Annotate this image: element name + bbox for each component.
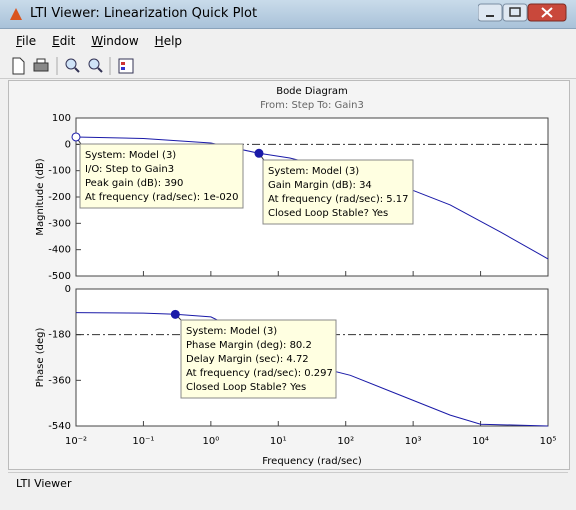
y-tick-label: -500 (48, 271, 71, 282)
y-axis-label: Magnitude (dB) (35, 158, 46, 235)
data-tip: System: Model (3) I/O: Step to Gain3 Peak … (79, 143, 244, 209)
line-series (75, 136, 549, 260)
toolbar-icons[interactable] (0, 54, 150, 78)
x-tick-label: 10⁴ (472, 436, 489, 447)
x-tick-label: 10⁻¹ (132, 436, 154, 447)
tip-text: Peak gain (dB): 390 (85, 178, 183, 189)
data-tip: System: Model (3) Phase Margin (deg): 80.… (180, 319, 337, 399)
chart-title: Bode Diagram (276, 86, 348, 97)
data-tip: System: Model (3) Gain Margin (dB): 34 At … (262, 159, 414, 225)
y-tick-label: 0 (65, 139, 71, 150)
tip-text: System: Model (3) (85, 150, 176, 161)
tip-marker (170, 309, 180, 319)
tip-box (79, 143, 244, 209)
x-tick-label: 10⁵ (540, 436, 557, 447)
tip-marker (71, 132, 81, 142)
tip-text: Delay Margin (sec): 4.72 (186, 354, 309, 365)
y-tick-label: -100 (48, 166, 71, 177)
x-tick-label: 10¹ (270, 436, 287, 447)
x-tick-label: 10² (337, 436, 354, 447)
window-controls[interactable] (478, 3, 568, 23)
tip-text: Closed Loop Stable? Yes (186, 382, 306, 393)
menu-item[interactable]: File (16, 34, 37, 48)
y-tick-label: -360 (48, 375, 71, 386)
toolbar (0, 54, 576, 79)
window-title: LTI Viewer: Linearization Quick Plot (30, 6, 258, 21)
y-tick-label: -400 (48, 245, 71, 256)
menu-item[interactable]: Window (91, 34, 139, 48)
title-bar: LTI Viewer: Linearization Quick Plot (0, 0, 576, 29)
app-icon (10, 8, 22, 20)
tip-marker (254, 148, 264, 158)
x-tick-label: 10³ (405, 436, 422, 447)
tip-text: System: Model (3) (186, 326, 277, 337)
x-tick-label: 10⁰ (202, 436, 219, 447)
status-text: LTI Viewer (16, 477, 72, 490)
tip-text: At frequency (rad/sec): 5.17 (268, 194, 409, 205)
tip-box (180, 319, 337, 399)
tip-text: Phase Margin (deg): 80.2 (186, 340, 312, 351)
y-tick-label: -540 (48, 421, 71, 432)
y-tick-label: -180 (48, 330, 71, 341)
menu-bar: File Edit Window Help (0, 30, 576, 52)
y-tick-label: 100 (52, 113, 71, 124)
y-tick-label: -300 (48, 218, 71, 229)
tip-text: Closed Loop Stable? Yes (268, 208, 388, 219)
x-axis-label: Frequency (rad/sec) (262, 456, 362, 467)
y-tick-label: -200 (48, 192, 71, 203)
tip-text: System: Model (3) (268, 166, 359, 177)
x-tick-label: 10⁻² (65, 436, 87, 447)
menu-item[interactable]: Edit (52, 34, 76, 48)
tip-text: Gain Margin (dB): 34 (268, 180, 372, 191)
tip-box (262, 159, 414, 225)
status-bar: LTI Viewer (8, 472, 568, 495)
menu-item[interactable]: Help (154, 34, 183, 48)
tip-text: At frequency (rad/sec): 0.297 (186, 368, 333, 379)
y-tick-label: 0 (65, 284, 71, 295)
y-axis-label: Phase (deg) (35, 328, 46, 388)
chart-subtitle: From: Step To: Gain3 (260, 100, 364, 111)
tip-text: At frequency (rad/sec): 1e-020 (85, 192, 238, 203)
tip-text: I/O: Step to Gain3 (85, 164, 174, 175)
